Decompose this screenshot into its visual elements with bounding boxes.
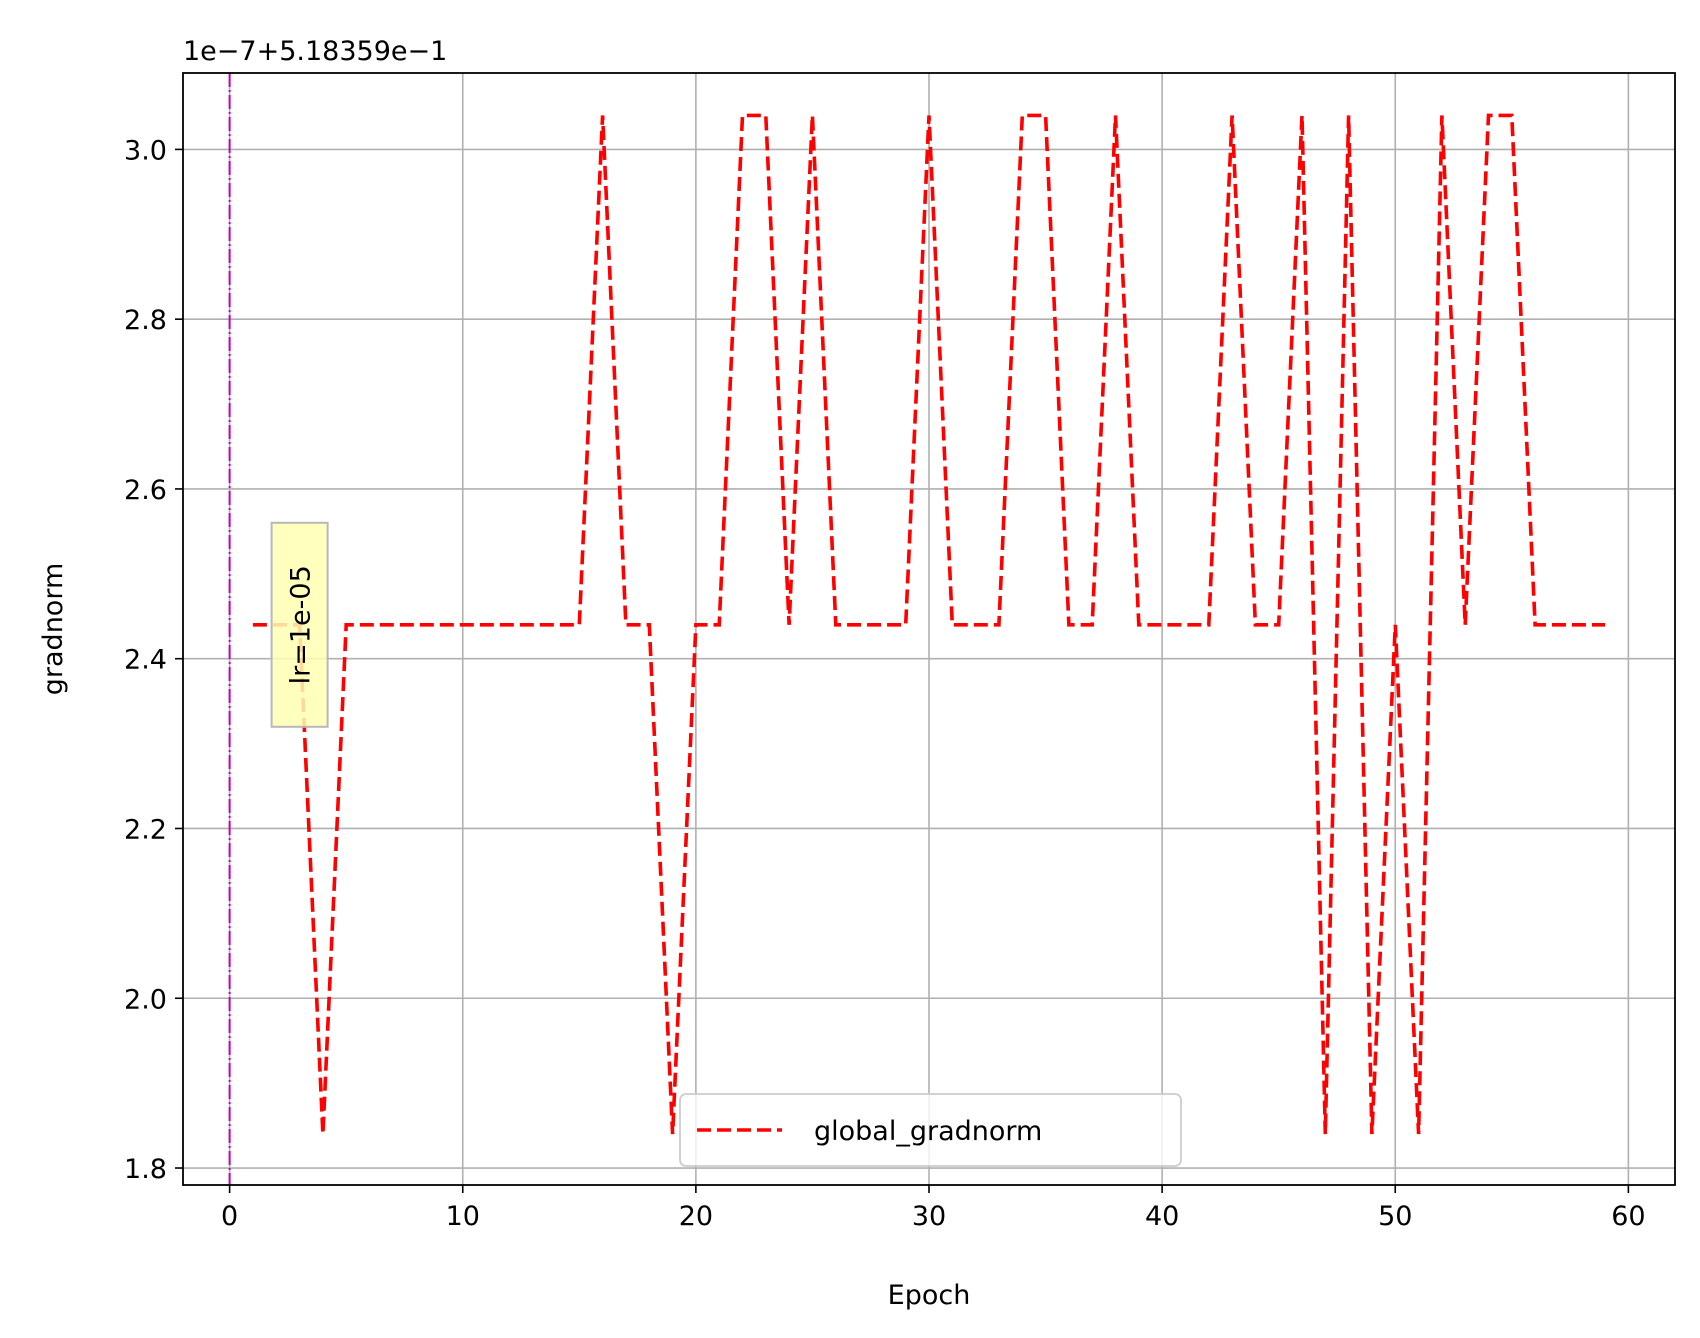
lr-annotation-text: lr=1e-05 [286,565,317,684]
y-tick-label: 2.4 [124,645,167,676]
lr-annotation-box [270,521,329,728]
y-tick-label: 2.2 [124,814,167,845]
lr-annotation-group: lr=1e-05 [270,521,329,728]
y-axis-label: gradnorm [38,563,69,695]
y-tick-label: 2.6 [124,475,167,506]
annotation: lr=1e-05 [270,521,329,728]
x-axis-ticks: 0 10 20 30 40 50 60 [221,1185,1646,1232]
legend-box [679,1093,1182,1167]
series-line-global-gradnorm [252,113,1606,1135]
x-tick-label: 10 [446,1201,480,1232]
y-tick-label: 1.8 [124,1154,167,1185]
x-tick-label: 50 [1378,1201,1412,1232]
x-tick-label: 0 [221,1201,238,1232]
y-axis-ticks: 1.8 2.0 2.2 2.4 2.6 2.8 3.0 [124,135,183,1185]
y-offset-label: 1e−7+5.18359e−1 [183,36,447,67]
y-tick-label: 2.8 [124,305,167,336]
series-layer [252,113,1606,1135]
x-tick-label: 60 [1611,1201,1645,1232]
x-axis-label: Epoch [888,1280,971,1311]
legend: global_gradnorm [679,1093,1182,1167]
x-tick-label: 20 [679,1201,713,1232]
x-tick-label: 40 [1145,1201,1179,1232]
x-tick-label: 30 [912,1201,946,1232]
y-tick-label: 2.0 [124,984,167,1015]
legend-label-global-gradnorm: global_gradnorm [814,1116,1042,1147]
y-tick-label: 3.0 [124,135,167,166]
